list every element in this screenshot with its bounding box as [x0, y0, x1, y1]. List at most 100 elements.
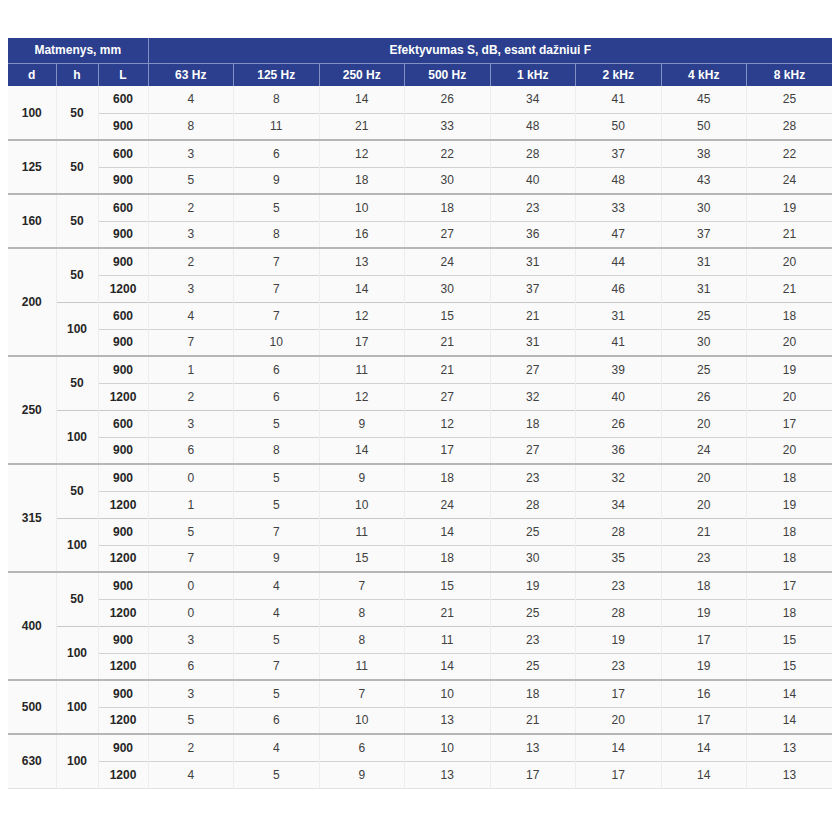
value-cell: 4	[234, 599, 320, 626]
value-cell: 23	[576, 572, 662, 599]
value-cell: 46	[576, 275, 662, 302]
dimensions-group-header: Matmenys, mm	[8, 38, 148, 63]
value-cell: 18	[747, 464, 833, 491]
value-cell: 12	[319, 140, 405, 167]
dim-h-cell: 50	[56, 572, 98, 626]
table-row: 2005090027132431443120	[8, 248, 832, 275]
value-cell: 23	[490, 626, 576, 653]
table-row: 900710172131413020	[8, 329, 832, 356]
dim-d-cell: 500	[8, 680, 56, 734]
value-cell: 5	[234, 761, 320, 788]
table-row: 1255060036122228373822	[8, 140, 832, 167]
value-cell: 33	[576, 194, 662, 221]
value-cell: 37	[490, 275, 576, 302]
dim-l-cell: 900	[98, 248, 148, 275]
value-cell: 7	[148, 545, 234, 572]
value-cell: 17	[490, 761, 576, 788]
value-cell: 2	[148, 194, 234, 221]
col-header-8khz: 8 kHz	[747, 63, 833, 86]
value-cell: 30	[661, 194, 747, 221]
table-row: 1009003581123191715	[8, 626, 832, 653]
dim-l-cell: 900	[98, 329, 148, 356]
col-header-4khz: 4 kHz	[661, 63, 747, 86]
value-cell: 20	[661, 410, 747, 437]
table-row: 120037143037463121	[8, 275, 832, 302]
dim-l-cell: 1200	[98, 761, 148, 788]
value-cell: 13	[747, 761, 833, 788]
value-cell: 18	[747, 302, 833, 329]
col-header-l: L	[98, 63, 148, 86]
value-cell: 14	[319, 437, 405, 464]
value-cell: 27	[405, 221, 491, 248]
value-cell: 6	[148, 437, 234, 464]
dim-l-cell: 900	[98, 113, 148, 140]
value-cell: 31	[490, 248, 576, 275]
dim-h-cell: 50	[56, 140, 98, 194]
value-cell: 9	[234, 545, 320, 572]
dim-d-cell: 100	[8, 86, 56, 140]
value-cell: 6	[234, 383, 320, 410]
value-cell: 23	[661, 545, 747, 572]
value-cell: 15	[405, 572, 491, 599]
table-row: 10090057111425282118	[8, 518, 832, 545]
value-cell: 30	[405, 167, 491, 194]
value-cell: 50	[576, 113, 662, 140]
value-cell: 7	[234, 302, 320, 329]
value-cell: 14	[661, 734, 747, 761]
value-cell: 4	[148, 761, 234, 788]
header-row-groups: Matmenys, mm Efektyvumas S, dB, esant da…	[8, 38, 832, 63]
value-cell: 8	[234, 221, 320, 248]
table-row: 120056101321201714	[8, 707, 832, 734]
dim-l-cell: 600	[98, 302, 148, 329]
value-cell: 7	[234, 248, 320, 275]
value-cell: 44	[576, 248, 662, 275]
value-cell: 17	[405, 437, 491, 464]
dim-l-cell: 900	[98, 572, 148, 599]
value-cell: 24	[747, 167, 833, 194]
value-cell: 11	[319, 518, 405, 545]
value-cell: 38	[661, 140, 747, 167]
value-cell: 7	[234, 653, 320, 680]
value-cell: 34	[490, 86, 576, 113]
value-cell: 41	[576, 86, 662, 113]
dim-l-cell: 900	[98, 167, 148, 194]
value-cell: 19	[661, 599, 747, 626]
value-cell: 7	[319, 572, 405, 599]
dim-l-cell: 1200	[98, 383, 148, 410]
value-cell: 48	[490, 113, 576, 140]
dim-d-cell: 250	[8, 356, 56, 464]
value-cell: 5	[234, 680, 320, 707]
value-cell: 14	[405, 653, 491, 680]
dim-h-cell: 100	[56, 302, 98, 356]
value-cell: 19	[747, 194, 833, 221]
col-header-d: d	[8, 63, 56, 86]
dim-h-cell: 50	[56, 464, 98, 518]
value-cell: 18	[661, 572, 747, 599]
dim-l-cell: 900	[98, 680, 148, 707]
dim-d-cell: 160	[8, 194, 56, 248]
value-cell: 26	[576, 410, 662, 437]
dim-l-cell: 600	[98, 140, 148, 167]
dim-l-cell: 900	[98, 734, 148, 761]
value-cell: 3	[148, 140, 234, 167]
value-cell: 6	[234, 707, 320, 734]
value-cell: 28	[747, 113, 833, 140]
value-cell: 2	[148, 248, 234, 275]
value-cell: 6	[319, 734, 405, 761]
value-cell: 21	[490, 302, 576, 329]
dim-h-cell: 100	[56, 518, 98, 572]
value-cell: 12	[405, 410, 491, 437]
value-cell: 9	[234, 167, 320, 194]
value-cell: 20	[747, 437, 833, 464]
value-cell: 16	[319, 221, 405, 248]
value-cell: 22	[747, 140, 833, 167]
table-row: 12000482125281918	[8, 599, 832, 626]
dim-l-cell: 1200	[98, 653, 148, 680]
value-cell: 16	[661, 680, 747, 707]
value-cell: 24	[405, 491, 491, 518]
value-cell: 43	[661, 167, 747, 194]
value-cell: 25	[490, 653, 576, 680]
value-cell: 8	[234, 86, 320, 113]
value-cell: 35	[576, 545, 662, 572]
value-cell: 14	[319, 275, 405, 302]
